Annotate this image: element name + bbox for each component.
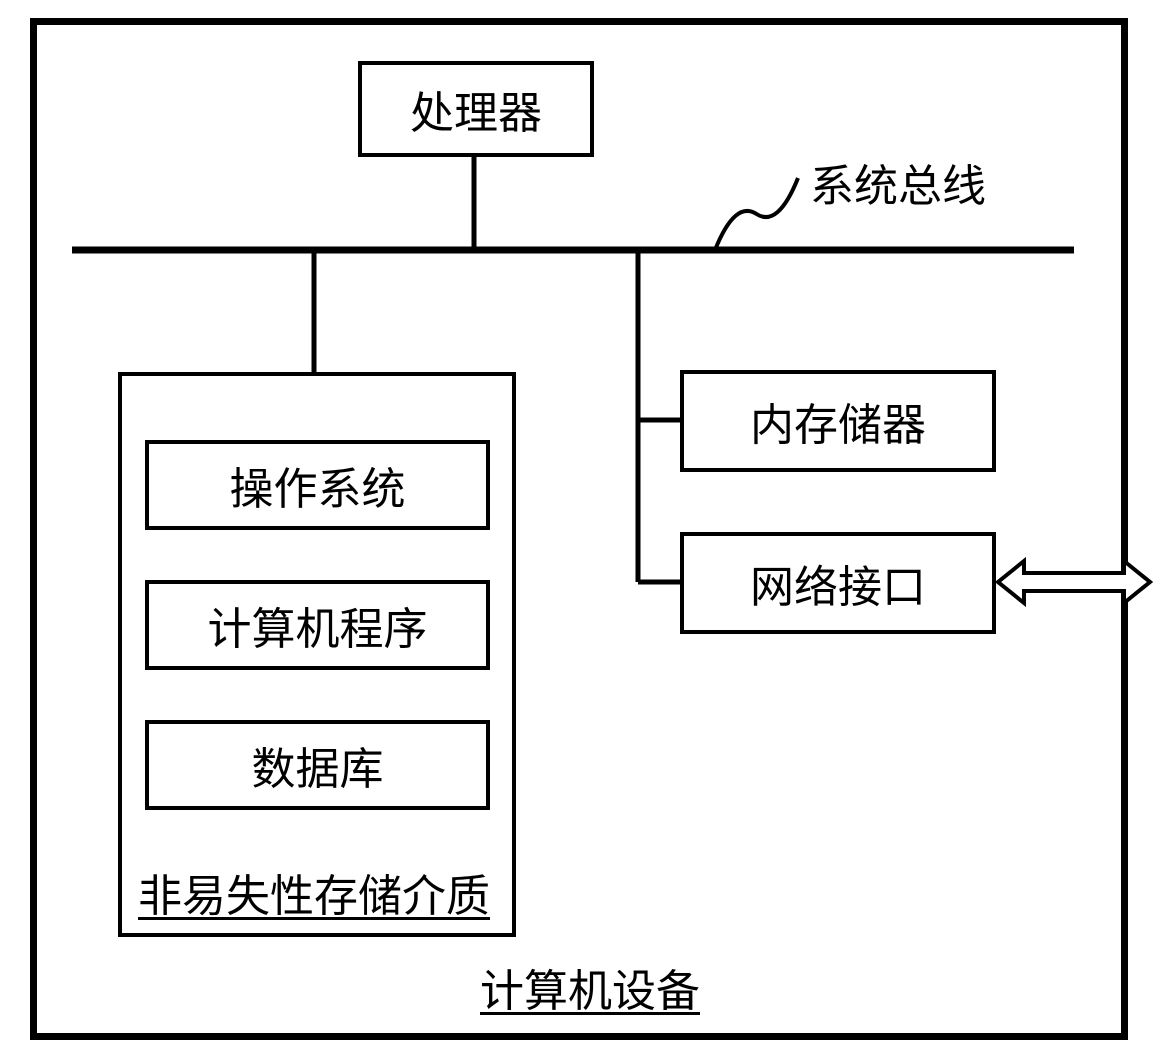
system-bus-label: 系统总线 — [810, 150, 986, 214]
processor-box: 处理器 — [358, 61, 594, 157]
os-box: 操作系统 — [145, 440, 490, 530]
diagram-canvas: 处理器 非易失性存储介质 操作系统 计算机程序 数据库 内存储器 网络接口 系统… — [0, 0, 1155, 1056]
database-label: 数据库 — [252, 733, 384, 797]
network-if-box: 网络接口 — [680, 532, 996, 634]
device-label: 计算机设备 — [480, 955, 700, 1019]
program-label: 计算机程序 — [208, 593, 428, 657]
memory-label: 内存储器 — [750, 389, 926, 453]
nv-storage-label: 非易失性存储介质 — [138, 860, 490, 924]
program-box: 计算机程序 — [145, 580, 490, 670]
network-if-label: 网络接口 — [750, 551, 926, 615]
processor-label: 处理器 — [410, 77, 542, 141]
os-label: 操作系统 — [230, 453, 406, 517]
memory-box: 内存储器 — [680, 370, 996, 472]
database-box: 数据库 — [145, 720, 490, 810]
